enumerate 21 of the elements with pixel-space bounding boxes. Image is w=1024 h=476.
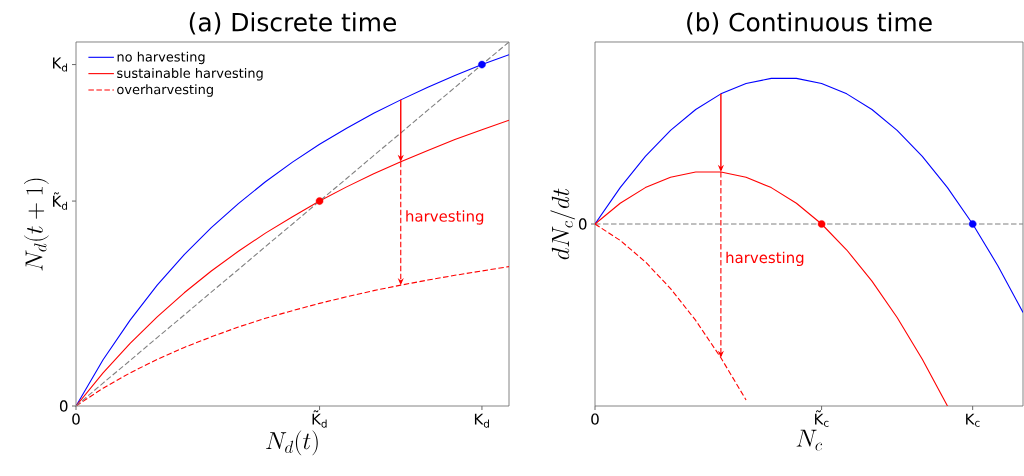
y-axis-title: $N_d(t+1)$ bbox=[23, 178, 49, 271]
x-tick-label: K̃$_{d}$ bbox=[312, 410, 327, 428]
legend-label: overharvesting bbox=[117, 84, 213, 97]
annotation: harvesting bbox=[726, 251, 804, 267]
x-tick-label: K$_{d}$ bbox=[474, 413, 489, 428]
x-axis-title: $N_c$ bbox=[796, 429, 823, 451]
x-tick-label: 0 bbox=[591, 413, 599, 425]
chart-title: (b) Continuous time bbox=[687, 12, 932, 35]
text: 0 bbox=[59, 400, 68, 412]
legend-label: sustainable harvesting bbox=[117, 67, 263, 81]
x-tick-label: K$_{c}$ bbox=[966, 413, 980, 427]
legend-label: no harvesting bbox=[117, 51, 205, 65]
text: K$_{d}$ bbox=[53, 57, 68, 72]
chart-title: (a) Discrete time bbox=[189, 12, 396, 35]
x-axis-title: $N_d(t)$ bbox=[266, 430, 318, 456]
annotation: harvesting bbox=[406, 210, 484, 225]
y-axis-title: $dN_c/dt$ bbox=[550, 188, 576, 260]
text: K̃$_{d}$ bbox=[53, 192, 68, 210]
text: 0 bbox=[578, 218, 587, 230]
x-tick-label: 0 bbox=[72, 413, 80, 425]
x-tick-label: K̃$_{c}$ bbox=[815, 410, 829, 427]
